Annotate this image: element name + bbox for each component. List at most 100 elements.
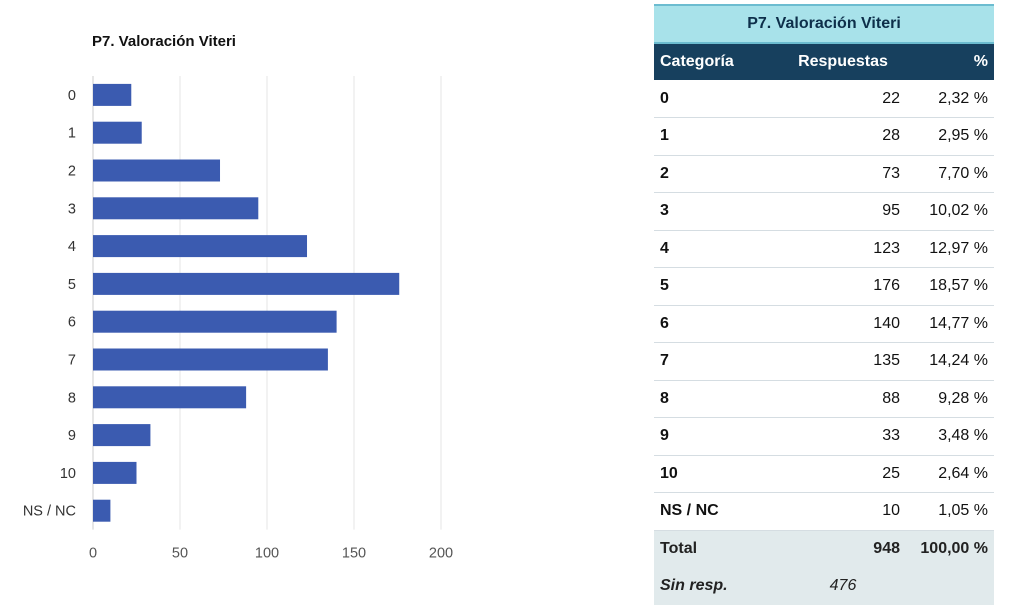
total-percent: 100,00 % — [906, 530, 994, 568]
category-label: 7 — [68, 353, 76, 369]
row-respuestas: 25 — [780, 455, 906, 493]
sin-resp-label: Sin resp. — [654, 568, 780, 605]
bar-1 — [93, 122, 142, 144]
bar-8 — [93, 386, 246, 408]
bar-0 — [93, 84, 131, 106]
category-labels: 0 1 2 3 4 5 6 7 8 9 10 NS / NC — [23, 88, 76, 520]
row-category: 9 — [654, 418, 780, 456]
total-label: Total — [654, 530, 780, 568]
row-category: 3 — [654, 193, 780, 231]
category-label: 6 — [68, 315, 76, 331]
row-category: 4 — [654, 230, 780, 268]
row-category: 8 — [654, 380, 780, 418]
category-label: 8 — [68, 390, 76, 406]
row-respuestas: 140 — [780, 305, 906, 343]
frequency-table: P7. Valoración Viteri Categoría Respuest… — [654, 4, 994, 605]
row-percent: 2,64 % — [906, 455, 994, 493]
bar-9 — [93, 424, 150, 446]
sin-resp-empty — [906, 568, 994, 605]
bar-ns-nc — [93, 500, 110, 522]
row-category: 2 — [654, 155, 780, 193]
table-total-row: Total 948 100,00 % — [654, 530, 994, 568]
frequency-table-container: P7. Valoración Viteri Categoría Respuest… — [654, 4, 994, 605]
row-percent: 10,02 % — [906, 193, 994, 231]
grid-lines — [93, 76, 441, 530]
row-respuestas: 95 — [780, 193, 906, 231]
category-label: 4 — [68, 239, 76, 255]
x-tick-label: 100 — [255, 546, 279, 562]
header-respuestas: Respuestas — [780, 43, 906, 81]
category-label: NS / NC — [23, 504, 76, 520]
bar-3 — [93, 197, 258, 219]
bar-10 — [93, 462, 137, 484]
row-category: 6 — [654, 305, 780, 343]
row-percent: 7,70 % — [906, 155, 994, 193]
bar-4 — [93, 235, 307, 257]
row-respuestas: 88 — [780, 380, 906, 418]
total-respuestas: 948 — [780, 530, 906, 568]
chart-title: P7. Valoración Viteri — [92, 33, 236, 50]
bars — [93, 84, 399, 522]
row-respuestas: 123 — [780, 230, 906, 268]
header-categoria: Categoría — [654, 43, 780, 81]
row-category: 7 — [654, 343, 780, 381]
row-percent: 14,24 % — [906, 343, 994, 381]
category-label: 1 — [68, 126, 76, 142]
table-header-row: Categoría Respuestas % — [654, 43, 994, 81]
category-label: 0 — [68, 88, 76, 104]
category-label: 3 — [68, 201, 76, 217]
x-tick-label: 200 — [429, 546, 453, 562]
x-tick-label: 0 — [89, 546, 97, 562]
category-label: 2 — [68, 164, 76, 180]
x-axis-ticks: 0 50 100 150 200 — [89, 546, 453, 562]
row-percent: 12,97 % — [906, 230, 994, 268]
row-respuestas: 10 — [780, 493, 906, 531]
table-sin-resp-row: Sin resp. 476 — [654, 568, 994, 605]
category-label: 9 — [68, 428, 76, 444]
row-percent: 2,95 % — [906, 118, 994, 156]
row-respuestas: 22 — [780, 80, 906, 118]
row-percent: 2,32 % — [906, 80, 994, 118]
bar-6 — [93, 311, 337, 333]
row-category: 5 — [654, 268, 780, 306]
row-category: 0 — [654, 80, 780, 118]
row-category: 10 — [654, 455, 780, 493]
row-respuestas: 33 — [780, 418, 906, 456]
category-label: 10 — [60, 466, 76, 482]
row-percent: 18,57 % — [906, 268, 994, 306]
row-category: 1 — [654, 118, 780, 156]
table-title-row: P7. Valoración Viteri — [654, 5, 994, 43]
row-respuestas: 135 — [780, 343, 906, 381]
row-percent: 9,28 % — [906, 380, 994, 418]
table-title: P7. Valoración Viteri — [654, 5, 994, 43]
row-category: NS / NC — [654, 493, 780, 531]
row-percent: 3,48 % — [906, 418, 994, 456]
x-tick-label: 50 — [172, 546, 188, 562]
bar-chart: P7. Valoración Viteri 0 1 2 3 4 5 6 7 8 9 10 NS / N… — [0, 0, 600, 596]
row-percent: 1,05 % — [906, 493, 994, 531]
x-tick-label: 150 — [342, 546, 366, 562]
category-label: 5 — [68, 277, 76, 293]
row-respuestas: 73 — [780, 155, 906, 193]
row-respuestas: 176 — [780, 268, 906, 306]
header-percent: % — [906, 43, 994, 81]
bar-2 — [93, 160, 220, 182]
sin-resp-count: 476 — [780, 568, 906, 605]
bar-7 — [93, 349, 328, 371]
row-percent: 14,77 % — [906, 305, 994, 343]
row-respuestas: 28 — [780, 118, 906, 156]
bar-5 — [93, 273, 399, 295]
